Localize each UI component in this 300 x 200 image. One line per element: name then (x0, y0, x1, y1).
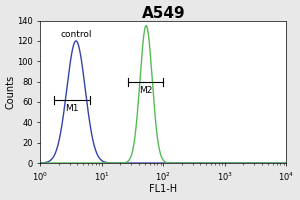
Title: A549: A549 (142, 6, 185, 21)
Text: M1: M1 (65, 104, 79, 113)
Text: M2: M2 (139, 86, 152, 95)
Y-axis label: Counts: Counts (6, 75, 16, 109)
X-axis label: FL1-H: FL1-H (149, 184, 177, 194)
Text: control: control (60, 30, 92, 39)
